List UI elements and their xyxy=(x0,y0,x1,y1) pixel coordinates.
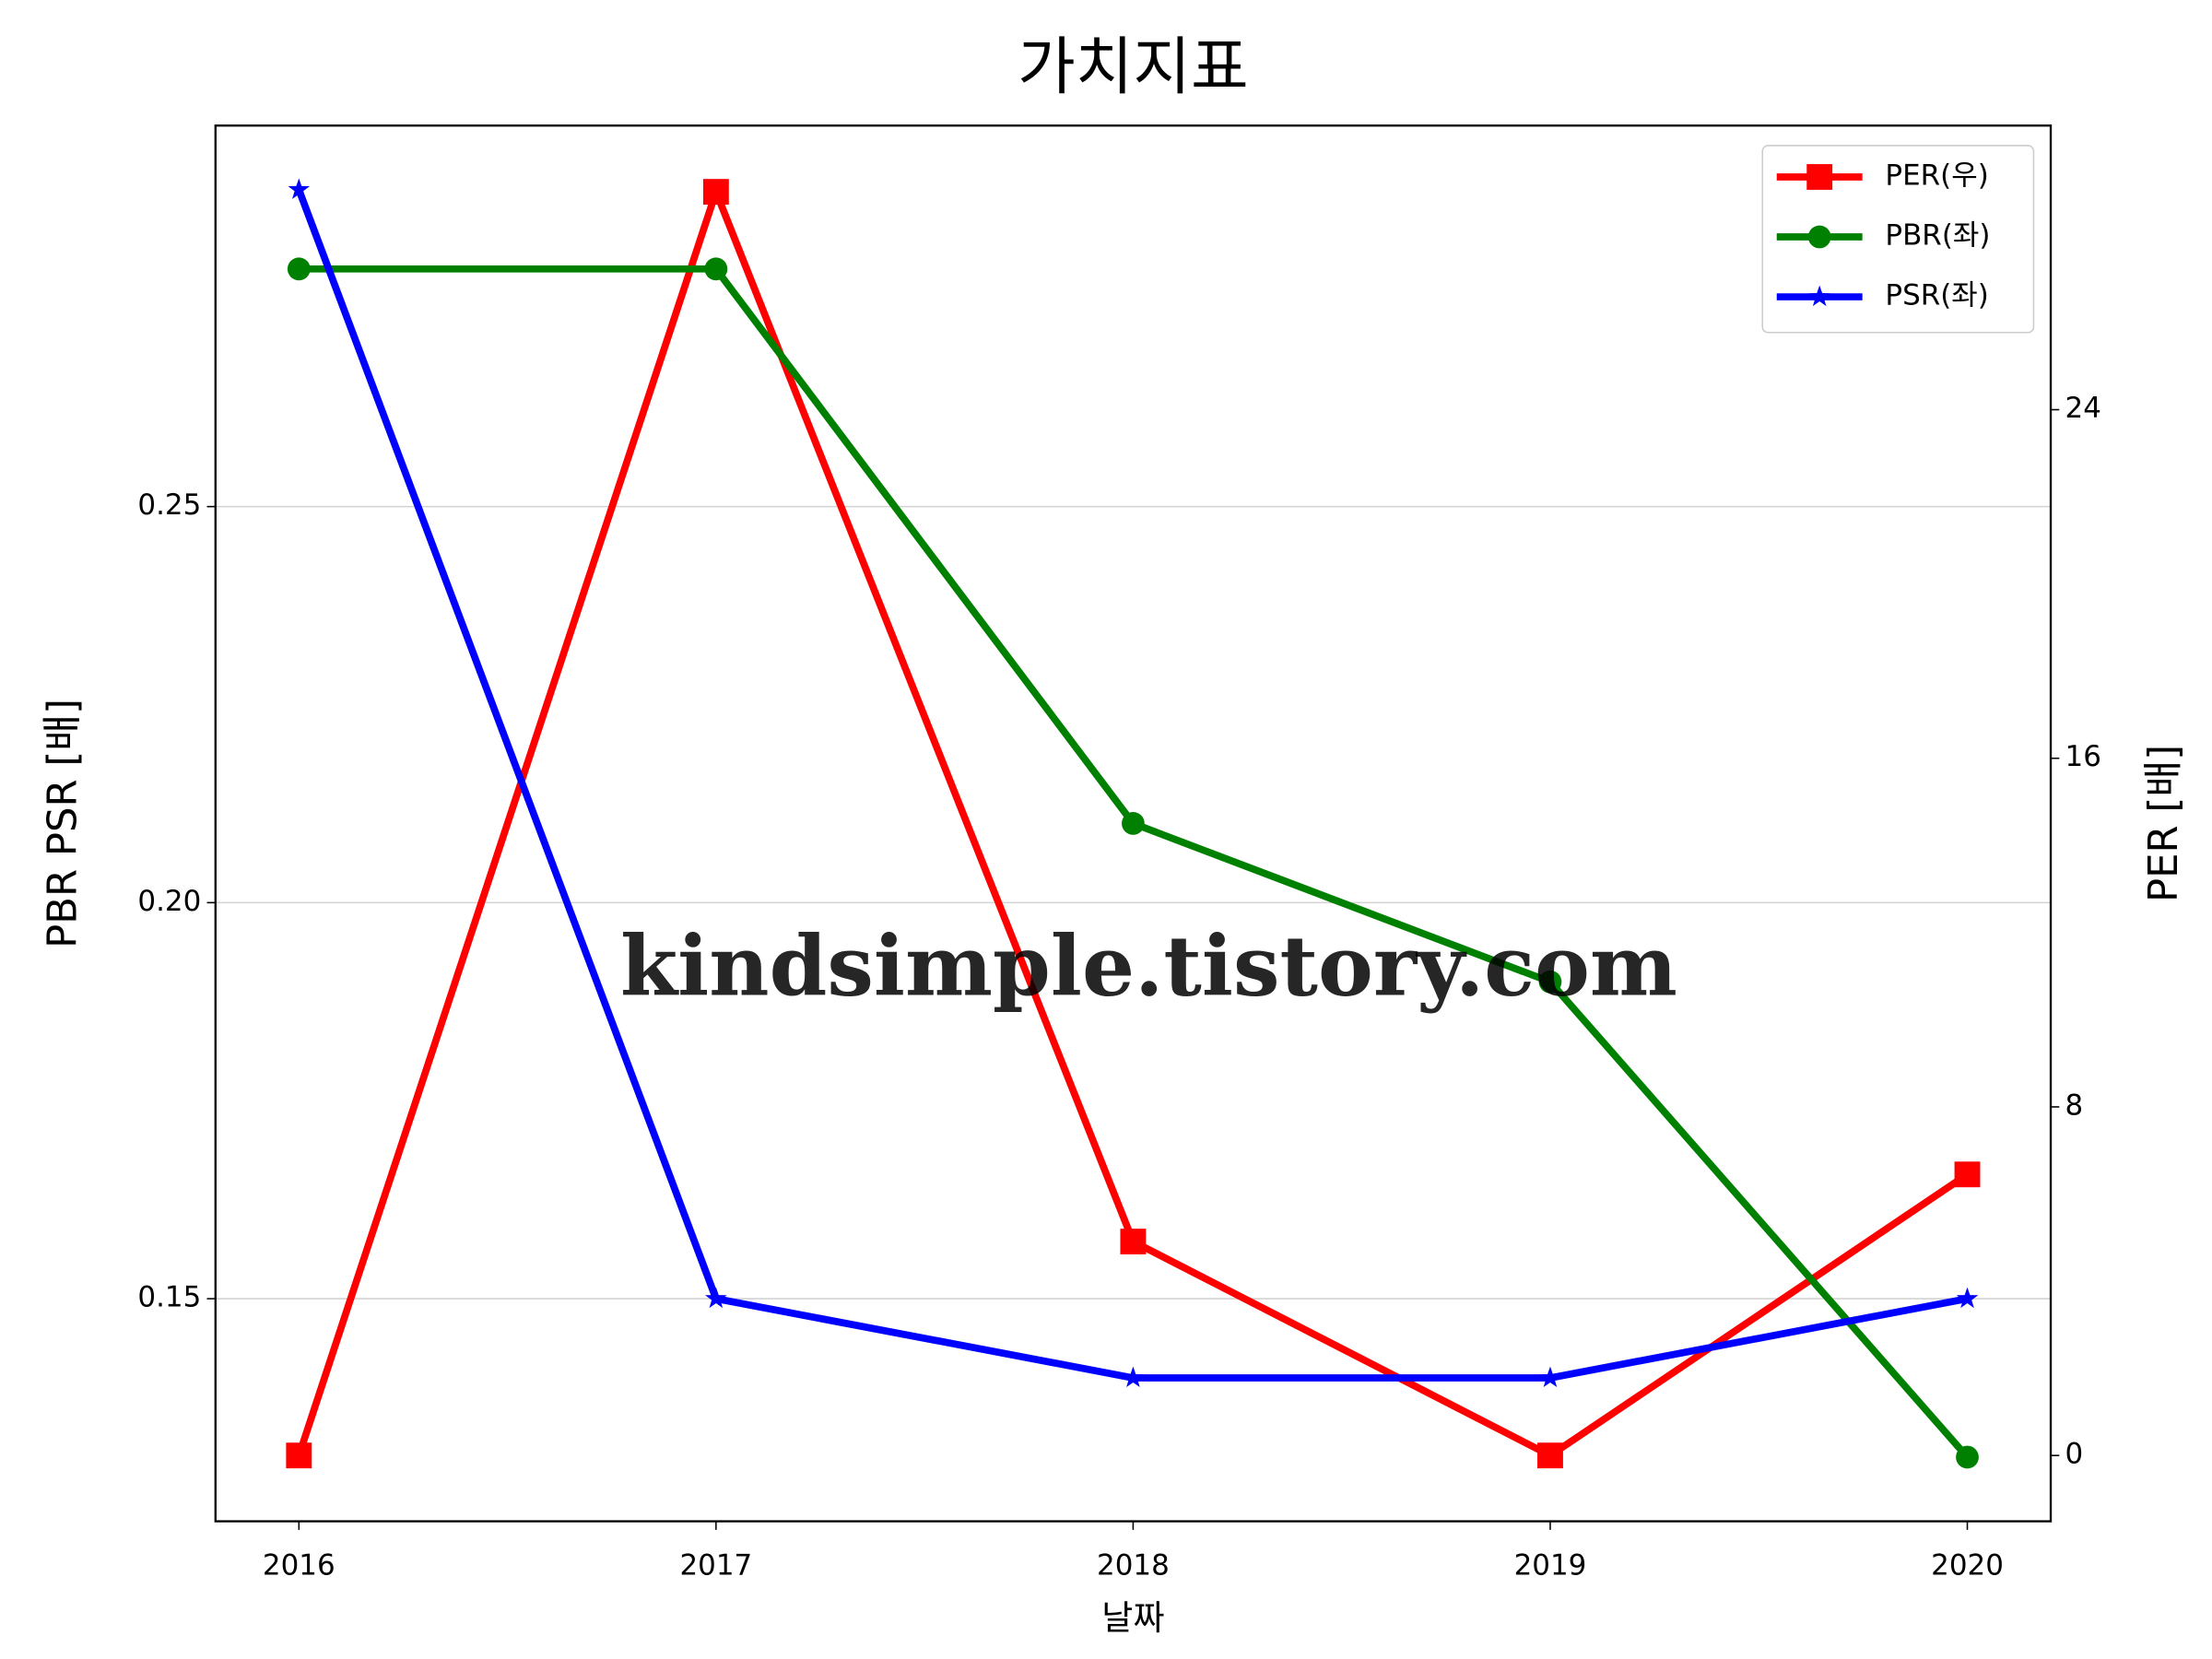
y2-axis-label: PER [배] xyxy=(2141,745,2187,902)
marker xyxy=(1122,812,1145,835)
x-axis-label: 날짜 xyxy=(1101,1598,1164,1638)
marker xyxy=(287,257,311,281)
marker xyxy=(1954,1161,1981,1188)
marker xyxy=(1956,1287,1979,1309)
marker xyxy=(704,257,728,281)
y-axis-label: PBR PSR [배] xyxy=(41,699,87,948)
marker xyxy=(1122,1366,1145,1388)
legend-label: PSR(좌) xyxy=(1885,279,1988,312)
watermark: kindsimple.tistory.com xyxy=(620,919,1677,1016)
marker xyxy=(1956,1445,1979,1469)
marker xyxy=(1539,1366,1561,1388)
y-tick-label: 0.15 xyxy=(137,1281,201,1314)
marker xyxy=(1120,1229,1147,1254)
y-tick-label: 0.20 xyxy=(137,885,201,918)
legend-label: PER(우) xyxy=(1885,159,1988,193)
x-tick-label: 2020 xyxy=(1931,1549,2004,1583)
marker xyxy=(286,1442,312,1469)
marker xyxy=(288,178,311,199)
x-tick-label: 2019 xyxy=(1514,1549,1587,1583)
y2-tick-label: 24 xyxy=(2065,392,2101,425)
x-tick-label: 2018 xyxy=(1097,1549,1170,1583)
legend-marker xyxy=(1806,164,1833,190)
legend-marker xyxy=(1807,225,1831,249)
legend-box xyxy=(1761,145,2035,334)
chart-title: 가치지표 xyxy=(1018,31,1249,104)
x-tick-label: 2017 xyxy=(679,1549,752,1583)
legend-marker xyxy=(1808,285,1830,307)
axes-frame xyxy=(214,124,2053,1523)
y2-tick-label: 0 xyxy=(2065,1438,2084,1471)
x-tick-label: 2016 xyxy=(263,1549,335,1583)
marker xyxy=(1537,1442,1563,1469)
y2-tick-label: 8 xyxy=(2065,1088,2084,1122)
marker xyxy=(1538,970,1562,994)
marker xyxy=(705,1287,727,1309)
marker xyxy=(702,179,729,206)
legend-label: PBR(좌) xyxy=(1885,219,1990,253)
y-tick-label: 0.25 xyxy=(137,488,201,522)
y2-tick-label: 16 xyxy=(2065,740,2101,773)
